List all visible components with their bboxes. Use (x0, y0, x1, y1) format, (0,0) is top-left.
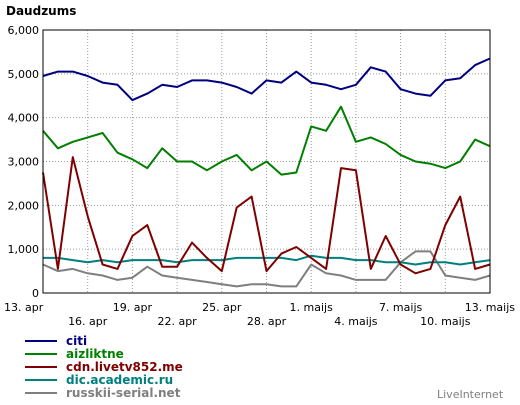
x-tick-label: 4. maijs (334, 315, 378, 328)
y-tick-label: 0 (32, 287, 39, 300)
y-tick-labels: 0 1,000 2,000 3,000 4,000 5,000 6,000 (8, 24, 40, 300)
series-line-aizliktne (42, 105, 491, 176)
legend-label: russkii-serial.net (66, 386, 181, 400)
x-tick-label: 16. apr (68, 315, 108, 328)
legend-label: cdn.livetv852.me (66, 360, 183, 374)
x-tick-label: 1. maijs (290, 301, 334, 314)
x-tick-label: 22. apr (157, 315, 197, 328)
series-lines (42, 57, 491, 288)
y-tick-label: 6,000 (8, 24, 40, 37)
series-line-cdn-livetv852-me (42, 156, 491, 275)
x-tick-label: 19. apr (113, 301, 153, 314)
y-tick-label: 3,000 (8, 156, 40, 169)
y-tick-label: 5,000 (8, 68, 40, 81)
legend-label: citi (66, 334, 87, 348)
legend: citiaizliktnecdn.livetv852.medic.academi… (25, 334, 183, 400)
y-tick-label: 2,000 (8, 199, 40, 212)
y-axis-label: Daudzums (6, 4, 76, 18)
x-tick-label: 25. apr (202, 301, 242, 314)
series-line-russkii-serial-net (42, 250, 491, 288)
x-tick-label: 7. maijs (379, 301, 423, 314)
plot-border (42, 29, 491, 294)
y-tick-label: 4,000 (8, 112, 40, 125)
brand-label: LiveInternet (437, 388, 504, 401)
x-tick-label: 13. apr (4, 301, 44, 314)
legend-label: aizliktne (66, 347, 124, 361)
legend-label: dic.academic.ru (66, 373, 173, 387)
x-tick-label: 28. apr (247, 315, 287, 328)
x-tick-labels: 13. apr 19. apr 25. apr 1. maijs 7. maijs 13.… (4, 301, 515, 328)
y-tick-label: 1,000 (8, 243, 40, 256)
x-tick-label: 10. maijs (420, 315, 471, 328)
series-line-dic-academic-ru (43, 254, 491, 266)
x-tick-label: 13. maijs (465, 301, 516, 314)
series-line-citi (42, 57, 491, 102)
